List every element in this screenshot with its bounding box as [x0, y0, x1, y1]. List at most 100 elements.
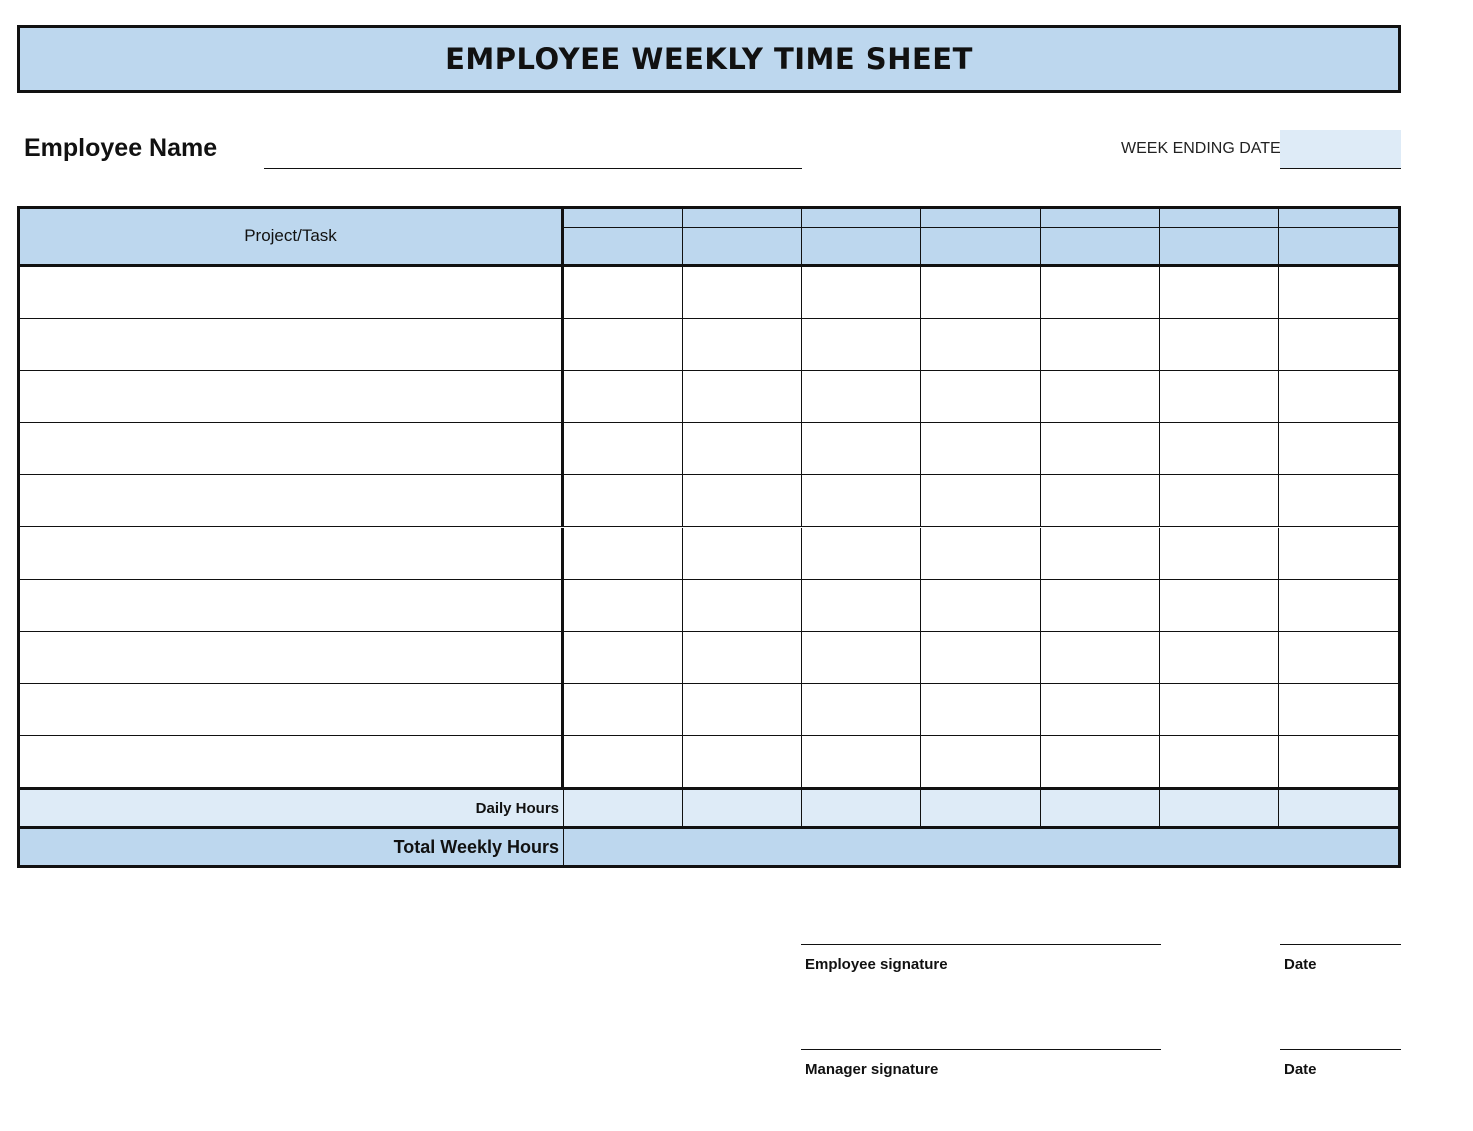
hours-cell[interactable]: [1040, 267, 1160, 320]
manager-signature-label: Manager signature: [805, 1061, 939, 1078]
project-task-cell[interactable]: [20, 423, 564, 476]
hours-cell[interactable]: [1159, 631, 1279, 684]
hours-cell[interactable]: [802, 527, 922, 580]
hours-cell[interactable]: [921, 475, 1041, 528]
hours-cell[interactable]: [1040, 683, 1160, 736]
hours-cell[interactable]: [564, 579, 684, 632]
hours-cell[interactable]: [1159, 683, 1279, 736]
hours-cell[interactable]: [802, 475, 922, 528]
employee-date-label: Date: [1284, 956, 1317, 973]
hours-cell[interactable]: [1278, 423, 1398, 476]
project-task-cell[interactable]: [20, 267, 564, 320]
hours-cell[interactable]: [802, 579, 922, 632]
total-weekly-hours-value[interactable]: [564, 829, 1398, 865]
daily-hours-cell[interactable]: [921, 790, 1041, 829]
manager-signature-line[interactable]: [801, 1049, 1161, 1050]
hours-cell[interactable]: [683, 527, 803, 580]
employee-name-field[interactable]: [264, 168, 802, 169]
hours-cell[interactable]: [921, 371, 1041, 424]
hours-cell[interactable]: [921, 423, 1041, 476]
hours-cell[interactable]: [802, 683, 922, 736]
hours-cell[interactable]: [683, 683, 803, 736]
hours-cell[interactable]: [1159, 319, 1279, 372]
employee-date-line[interactable]: [1280, 944, 1401, 945]
hours-cell[interactable]: [921, 527, 1041, 580]
daily-hours-cell[interactable]: [683, 790, 803, 829]
employee-signature-line[interactable]: [801, 944, 1161, 945]
hours-cell[interactable]: [1278, 267, 1398, 320]
hours-cell[interactable]: [1040, 631, 1160, 684]
hours-cell[interactable]: [564, 267, 684, 320]
hours-cell[interactable]: [1159, 475, 1279, 528]
hours-cell[interactable]: [683, 267, 803, 320]
hours-cell[interactable]: [683, 475, 803, 528]
project-task-header: Project/Task: [20, 209, 564, 267]
project-task-cell[interactable]: [20, 735, 564, 790]
project-task-cell[interactable]: [20, 631, 564, 684]
hours-cell[interactable]: [564, 319, 684, 372]
hours-cell[interactable]: [683, 631, 803, 684]
hours-cell[interactable]: [1159, 267, 1279, 320]
hours-cell[interactable]: [921, 631, 1041, 684]
daily-hours-cell[interactable]: [1278, 790, 1398, 829]
hours-cell[interactable]: [1040, 735, 1160, 790]
hours-cell[interactable]: [1278, 371, 1398, 424]
hours-cell[interactable]: [921, 683, 1041, 736]
hours-cell[interactable]: [802, 735, 922, 790]
hours-cell[interactable]: [1278, 475, 1398, 528]
hours-cell[interactable]: [1159, 735, 1279, 790]
hours-cell[interactable]: [1040, 527, 1160, 580]
hours-cell[interactable]: [1159, 371, 1279, 424]
hours-cell[interactable]: [683, 579, 803, 632]
hours-cell[interactable]: [683, 735, 803, 790]
hours-cell[interactable]: [921, 319, 1041, 372]
hours-cell[interactable]: [802, 423, 922, 476]
hours-cell[interactable]: [564, 423, 684, 476]
project-task-cell[interactable]: [20, 527, 564, 580]
day-header: [802, 228, 922, 267]
hours-cell[interactable]: [564, 371, 684, 424]
hours-cell[interactable]: [683, 371, 803, 424]
hours-cell[interactable]: [564, 527, 684, 580]
week-ending-date-field[interactable]: [1280, 130, 1401, 169]
hours-cell[interactable]: [1278, 528, 1398, 580]
daily-hours-cell[interactable]: [564, 790, 684, 829]
hours-cell[interactable]: [683, 319, 803, 372]
hours-cell[interactable]: [1278, 632, 1398, 684]
hours-cell[interactable]: [1278, 580, 1398, 632]
hours-cell[interactable]: [1040, 423, 1160, 476]
hours-cell[interactable]: [921, 267, 1041, 320]
hours-cell[interactable]: [683, 423, 803, 476]
hours-cell[interactable]: [1159, 527, 1279, 580]
project-task-cell[interactable]: [20, 579, 564, 632]
hours-cell[interactable]: [1040, 579, 1160, 632]
hours-cell[interactable]: [564, 735, 684, 790]
hours-cell[interactable]: [802, 631, 922, 684]
daily-hours-cell[interactable]: [802, 790, 922, 829]
hours-cell[interactable]: [921, 735, 1041, 790]
hours-cell[interactable]: [1040, 371, 1160, 424]
week-ending-date-label: WEEK ENDING DATE:: [1121, 140, 1286, 157]
daily-hours-cell[interactable]: [1040, 790, 1160, 829]
project-task-header-label: Project/Task: [244, 225, 337, 245]
project-task-cell[interactable]: [20, 475, 564, 528]
hours-cell[interactable]: [564, 475, 684, 528]
hours-cell[interactable]: [802, 371, 922, 424]
project-task-cell[interactable]: [20, 371, 564, 424]
hours-cell[interactable]: [921, 579, 1041, 632]
hours-cell[interactable]: [1278, 736, 1398, 790]
daily-hours-cell[interactable]: [1159, 790, 1279, 829]
hours-cell[interactable]: [564, 683, 684, 736]
hours-cell[interactable]: [1040, 319, 1160, 372]
hours-cell[interactable]: [1159, 423, 1279, 476]
hours-cell[interactable]: [1040, 475, 1160, 528]
project-task-cell[interactable]: [20, 683, 564, 736]
project-task-cell[interactable]: [20, 319, 564, 372]
hours-cell[interactable]: [1278, 684, 1398, 736]
hours-cell[interactable]: [1278, 319, 1398, 372]
hours-cell[interactable]: [564, 631, 684, 684]
manager-date-line[interactable]: [1280, 1049, 1401, 1050]
hours-cell[interactable]: [802, 319, 922, 372]
hours-cell[interactable]: [802, 267, 922, 320]
hours-cell[interactable]: [1159, 579, 1279, 632]
